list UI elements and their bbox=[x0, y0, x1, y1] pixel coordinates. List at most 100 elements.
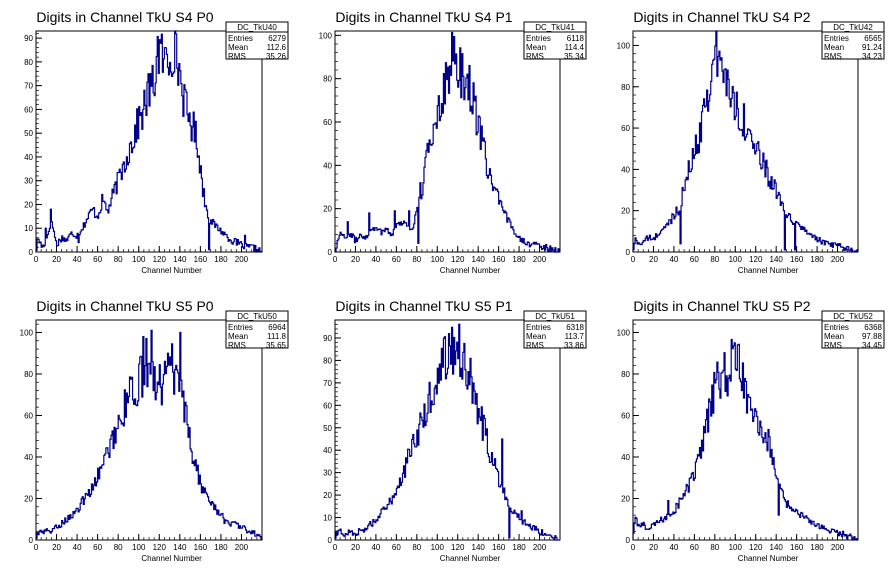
x-tick-label: 180 bbox=[810, 255, 824, 264]
y-tick-label: 90 bbox=[24, 34, 33, 43]
stats-value: 6318 bbox=[566, 323, 584, 332]
stats-value: 6118 bbox=[567, 34, 585, 43]
y-tick-label: 100 bbox=[617, 41, 631, 50]
stats-box bbox=[225, 21, 289, 60]
y-tick-label: 80 bbox=[24, 58, 33, 67]
y-tick-label: 20 bbox=[24, 494, 33, 503]
stats-value: 91.24 bbox=[862, 43, 883, 52]
x-axis-label: Channel Number bbox=[738, 266, 799, 275]
plot-frame bbox=[632, 30, 859, 253]
stats-name: DC_TkU52 bbox=[833, 312, 873, 321]
histogram-line bbox=[35, 30, 262, 253]
y-tick-label: 40 bbox=[621, 165, 630, 174]
stats-value: 114.4 bbox=[565, 43, 585, 52]
histogram-line bbox=[632, 338, 858, 541]
stats-key: Mean bbox=[526, 332, 546, 341]
chart-title: Digits in Channel TkU S4 P1 bbox=[335, 9, 512, 25]
x-tick-label: 0 bbox=[631, 255, 636, 264]
stats-key: Mean bbox=[228, 43, 248, 52]
x-tick-label: 80 bbox=[114, 255, 123, 264]
y-tick-label: 80 bbox=[323, 75, 332, 84]
stats-key: Entries bbox=[228, 323, 253, 332]
y-tick-label: 80 bbox=[24, 370, 33, 379]
stats-name: DC_TkU51 bbox=[535, 312, 575, 321]
y-tick-label: 70 bbox=[24, 82, 33, 91]
x-tick-label: 180 bbox=[214, 255, 228, 264]
x-tick-label: 40 bbox=[669, 543, 678, 552]
y-tick-label: 80 bbox=[621, 370, 630, 379]
x-tick-label: 120 bbox=[153, 543, 167, 552]
x-tick-label: 200 bbox=[831, 255, 845, 264]
x-tick-label: 20 bbox=[649, 255, 658, 264]
x-tick-label: 20 bbox=[351, 543, 360, 552]
y-tick-label: 50 bbox=[323, 424, 332, 433]
y-tick-label: 40 bbox=[24, 153, 33, 162]
x-tick-label: 100 bbox=[431, 255, 445, 264]
stats-key: Mean bbox=[228, 332, 248, 341]
stats-value: 35.65 bbox=[266, 341, 287, 350]
x-tick-label: 60 bbox=[93, 543, 102, 552]
stats-value: 111.8 bbox=[267, 332, 286, 341]
plot-frame bbox=[35, 30, 263, 253]
stats-value: 34.45 bbox=[862, 341, 883, 350]
x-tick-label: 20 bbox=[351, 255, 360, 264]
x-axis-label: Channel Number bbox=[440, 266, 501, 275]
y-tick-label: 60 bbox=[323, 401, 332, 410]
y-tick-label: 20 bbox=[323, 205, 332, 214]
histogram-panel-5: Digits in Channel TkU S5 P2 0 20 40 60 80 100 1… bbox=[617, 298, 885, 563]
plot-frame bbox=[334, 319, 561, 541]
x-tick-label: 0 bbox=[333, 543, 338, 552]
x-tick-label: 80 bbox=[412, 543, 421, 552]
y-tick-label: 20 bbox=[621, 207, 630, 216]
x-tick-label: 180 bbox=[512, 543, 526, 552]
y-tick-label: 60 bbox=[323, 118, 332, 127]
x-tick-label: 60 bbox=[690, 255, 699, 264]
stats-value: 6279 bbox=[268, 34, 286, 43]
y-tick-label: 60 bbox=[621, 124, 630, 133]
y-tick-label: 60 bbox=[24, 411, 33, 420]
stats-box bbox=[821, 21, 885, 60]
x-tick-label: 60 bbox=[392, 255, 401, 264]
x-tick-label: 120 bbox=[749, 543, 763, 552]
y-tick-label: 80 bbox=[621, 83, 630, 92]
x-tick-label: 80 bbox=[412, 255, 421, 264]
x-tick-label: 160 bbox=[790, 255, 804, 264]
x-tick-label: 80 bbox=[114, 543, 123, 552]
histogram-line bbox=[334, 323, 560, 541]
y-tick-label: 0 bbox=[29, 248, 34, 257]
x-tick-label: 40 bbox=[73, 543, 82, 552]
y-tick-label: 10 bbox=[24, 224, 33, 233]
x-tick-label: 200 bbox=[533, 255, 547, 264]
y-tick-label: 60 bbox=[24, 105, 33, 114]
x-tick-label: 180 bbox=[810, 543, 824, 552]
x-tick-label: 160 bbox=[492, 543, 506, 552]
chart-title: Digits in Channel TkU S5 P1 bbox=[335, 298, 512, 314]
stats-value: 97.88 bbox=[862, 332, 883, 341]
stats-key: Entries bbox=[824, 34, 849, 43]
stats-box bbox=[225, 310, 289, 349]
y-tick-label: 70 bbox=[323, 379, 332, 388]
stats-value: 34.23 bbox=[862, 52, 883, 61]
x-tick-label: 140 bbox=[472, 543, 486, 552]
x-tick-label: 160 bbox=[194, 543, 208, 552]
x-tick-label: 120 bbox=[451, 255, 465, 264]
x-tick-label: 100 bbox=[431, 543, 445, 552]
x-tick-label: 180 bbox=[214, 543, 228, 552]
stats-key: Entries bbox=[228, 34, 253, 43]
y-tick-label: 0 bbox=[328, 536, 333, 545]
y-tick-label: 90 bbox=[323, 334, 332, 343]
x-tick-label: 140 bbox=[770, 255, 784, 264]
y-tick-label: 0 bbox=[626, 536, 631, 545]
x-tick-label: 100 bbox=[132, 543, 146, 552]
y-tick-label: 10 bbox=[323, 514, 332, 523]
x-tick-label: 140 bbox=[472, 255, 486, 264]
plot-frame bbox=[632, 319, 859, 541]
y-tick-label: 20 bbox=[323, 491, 332, 500]
x-tick-label: 0 bbox=[333, 255, 338, 264]
x-axis-label: Channel Number bbox=[141, 266, 202, 275]
x-tick-label: 80 bbox=[710, 543, 719, 552]
x-tick-label: 100 bbox=[132, 255, 146, 264]
stats-box bbox=[523, 310, 587, 349]
y-tick-label: 30 bbox=[323, 469, 332, 478]
